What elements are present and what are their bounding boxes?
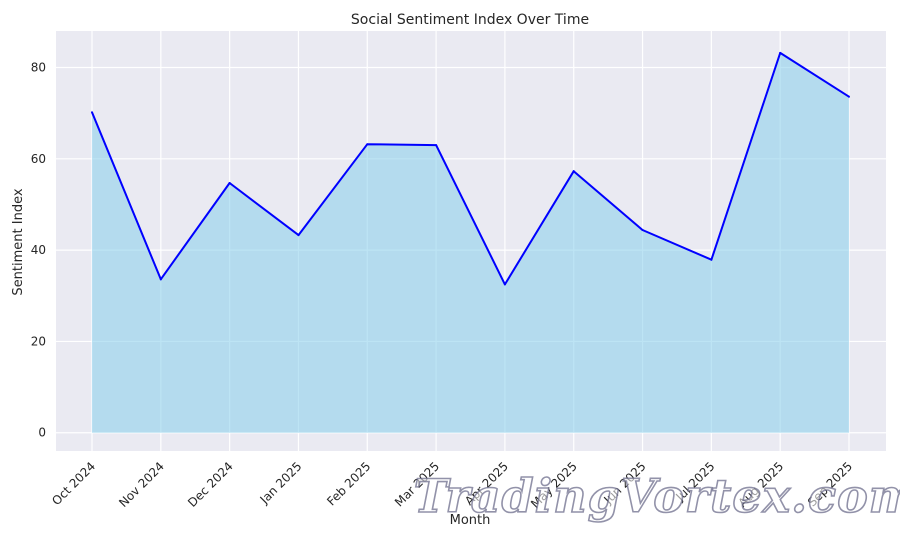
data-point	[848, 95, 850, 98]
x-tick-label: Feb 2025	[324, 459, 373, 508]
y-tick-label: 80	[31, 61, 46, 75]
data-point	[435, 144, 438, 147]
sentiment-area-fill	[92, 52, 849, 433]
chart-title: Social Sentiment Index Over Time	[351, 12, 589, 28]
data-point	[228, 182, 231, 185]
x-tick-label: Oct 2024	[49, 459, 98, 508]
data-point	[366, 143, 369, 146]
x-tick-label: Nov 2024	[116, 459, 167, 510]
y-tick-label: 0	[38, 426, 46, 440]
data-point	[503, 283, 506, 286]
sentiment-line	[91, 51, 850, 286]
y-tick-label: 40	[31, 243, 46, 257]
data-point	[779, 51, 782, 54]
watermark-logo: TradingVortex.com	[414, 469, 900, 523]
data-point	[159, 278, 162, 281]
data-point	[710, 258, 713, 261]
x-tick-label: Jan 2025	[257, 459, 305, 507]
data-point	[297, 234, 300, 237]
data-point	[572, 170, 575, 173]
y-tick-label: 60	[31, 152, 46, 166]
x-axis-title: Month	[450, 513, 491, 528]
data-point	[641, 229, 644, 232]
y-axis-ticks: 0 20 40 60 80	[31, 61, 46, 440]
y-axis-title: Sentiment Index	[11, 188, 26, 295]
x-tick-label: Dec 2024	[185, 459, 236, 510]
data-point	[91, 111, 93, 114]
y-tick-label: 20	[31, 334, 46, 348]
